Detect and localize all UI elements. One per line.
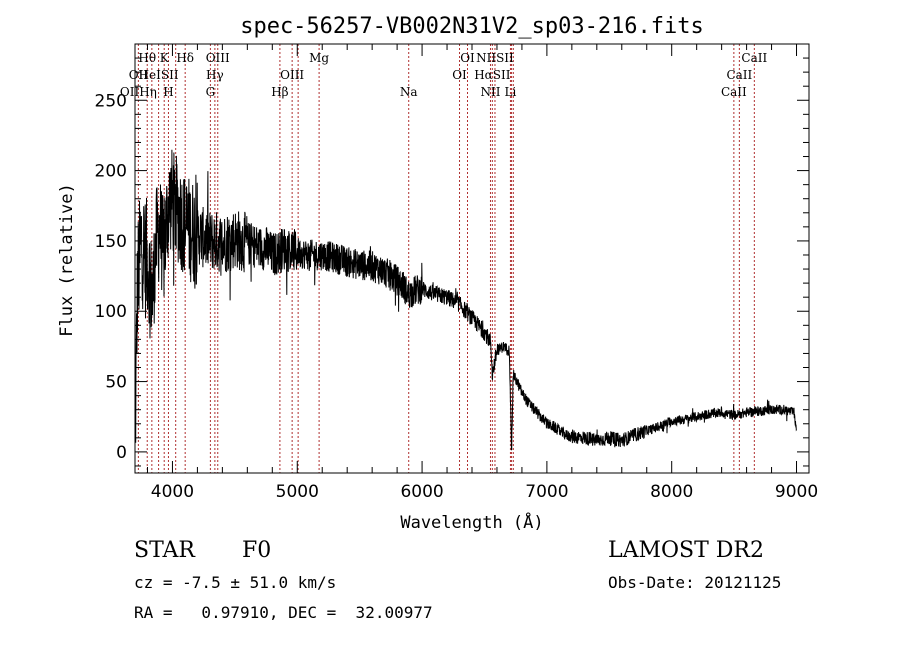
line-label: CaII — [741, 51, 767, 65]
spectrum-plot — [134, 149, 797, 451]
y-tick-label: 50 — [105, 373, 127, 393]
line-label: OI — [452, 68, 467, 82]
coordinates: RA = 0.97910, DEC = 32.00977 — [134, 603, 433, 622]
x-tick-label: 6000 — [400, 482, 443, 502]
observation-date: Obs-Date: 20121125 — [608, 573, 782, 592]
chart-title: spec-56257-VB002N31V2_sp03-216.fits — [240, 14, 704, 39]
line-label: OI — [460, 51, 475, 65]
y-axis-label: Flux (relative) — [57, 183, 77, 337]
line-label: K — [160, 51, 170, 65]
x-axis-ticks: 4000 5000 6000 7000 8000 9000 — [146, 44, 818, 502]
line-label: OIII — [206, 51, 230, 65]
object-class: STAR — [134, 538, 195, 563]
x-tick-label: 7000 — [525, 482, 568, 502]
line-label: HαSII — [474, 68, 511, 82]
line-label: CaII — [726, 68, 752, 82]
survey-name: LAMOST DR2 — [608, 538, 764, 563]
x-axis-label: Wavelength (Å) — [400, 511, 543, 533]
plot-frame — [134, 43, 810, 474]
y-tick-label: 100 — [95, 302, 127, 322]
line-label: Li — [505, 85, 517, 99]
line-label: NIISII — [476, 51, 514, 65]
line-label: Hβ — [271, 85, 288, 99]
x-tick-label: 4000 — [151, 482, 194, 502]
line-label: Hδ — [176, 51, 194, 65]
line-label: NII — [480, 85, 500, 99]
line-label: HeISII — [139, 68, 179, 82]
line-label: CaII — [721, 85, 747, 99]
line-label: OIII — [280, 68, 304, 82]
y-tick-label: 0 — [116, 443, 127, 463]
x-tick-label: 5000 — [276, 482, 319, 502]
object-subclass: F0 — [242, 538, 272, 563]
y-axis-ticks: 0 50 100 150 200 250 — [95, 57, 809, 467]
y-tick-label: 150 — [95, 232, 127, 252]
line-label: H — [163, 85, 173, 99]
line-label: Mg — [309, 51, 329, 65]
line-label: G — [206, 85, 216, 99]
x-tick-label: 8000 — [650, 482, 693, 502]
x-tick-label: 9000 — [775, 482, 818, 502]
line-label: OIIHη — [120, 85, 157, 99]
line-label: Hθ — [138, 51, 156, 65]
y-tick-label: 200 — [95, 162, 127, 182]
y-tick-label: 250 — [95, 91, 127, 111]
line-label: Hγ — [206, 68, 224, 82]
line-label: OII — [129, 68, 149, 82]
spectrum-line — [134, 149, 797, 451]
redshift-value: cz = -7.5 ± 51.0 km/s — [134, 573, 337, 592]
line-label: Na — [400, 85, 418, 99]
